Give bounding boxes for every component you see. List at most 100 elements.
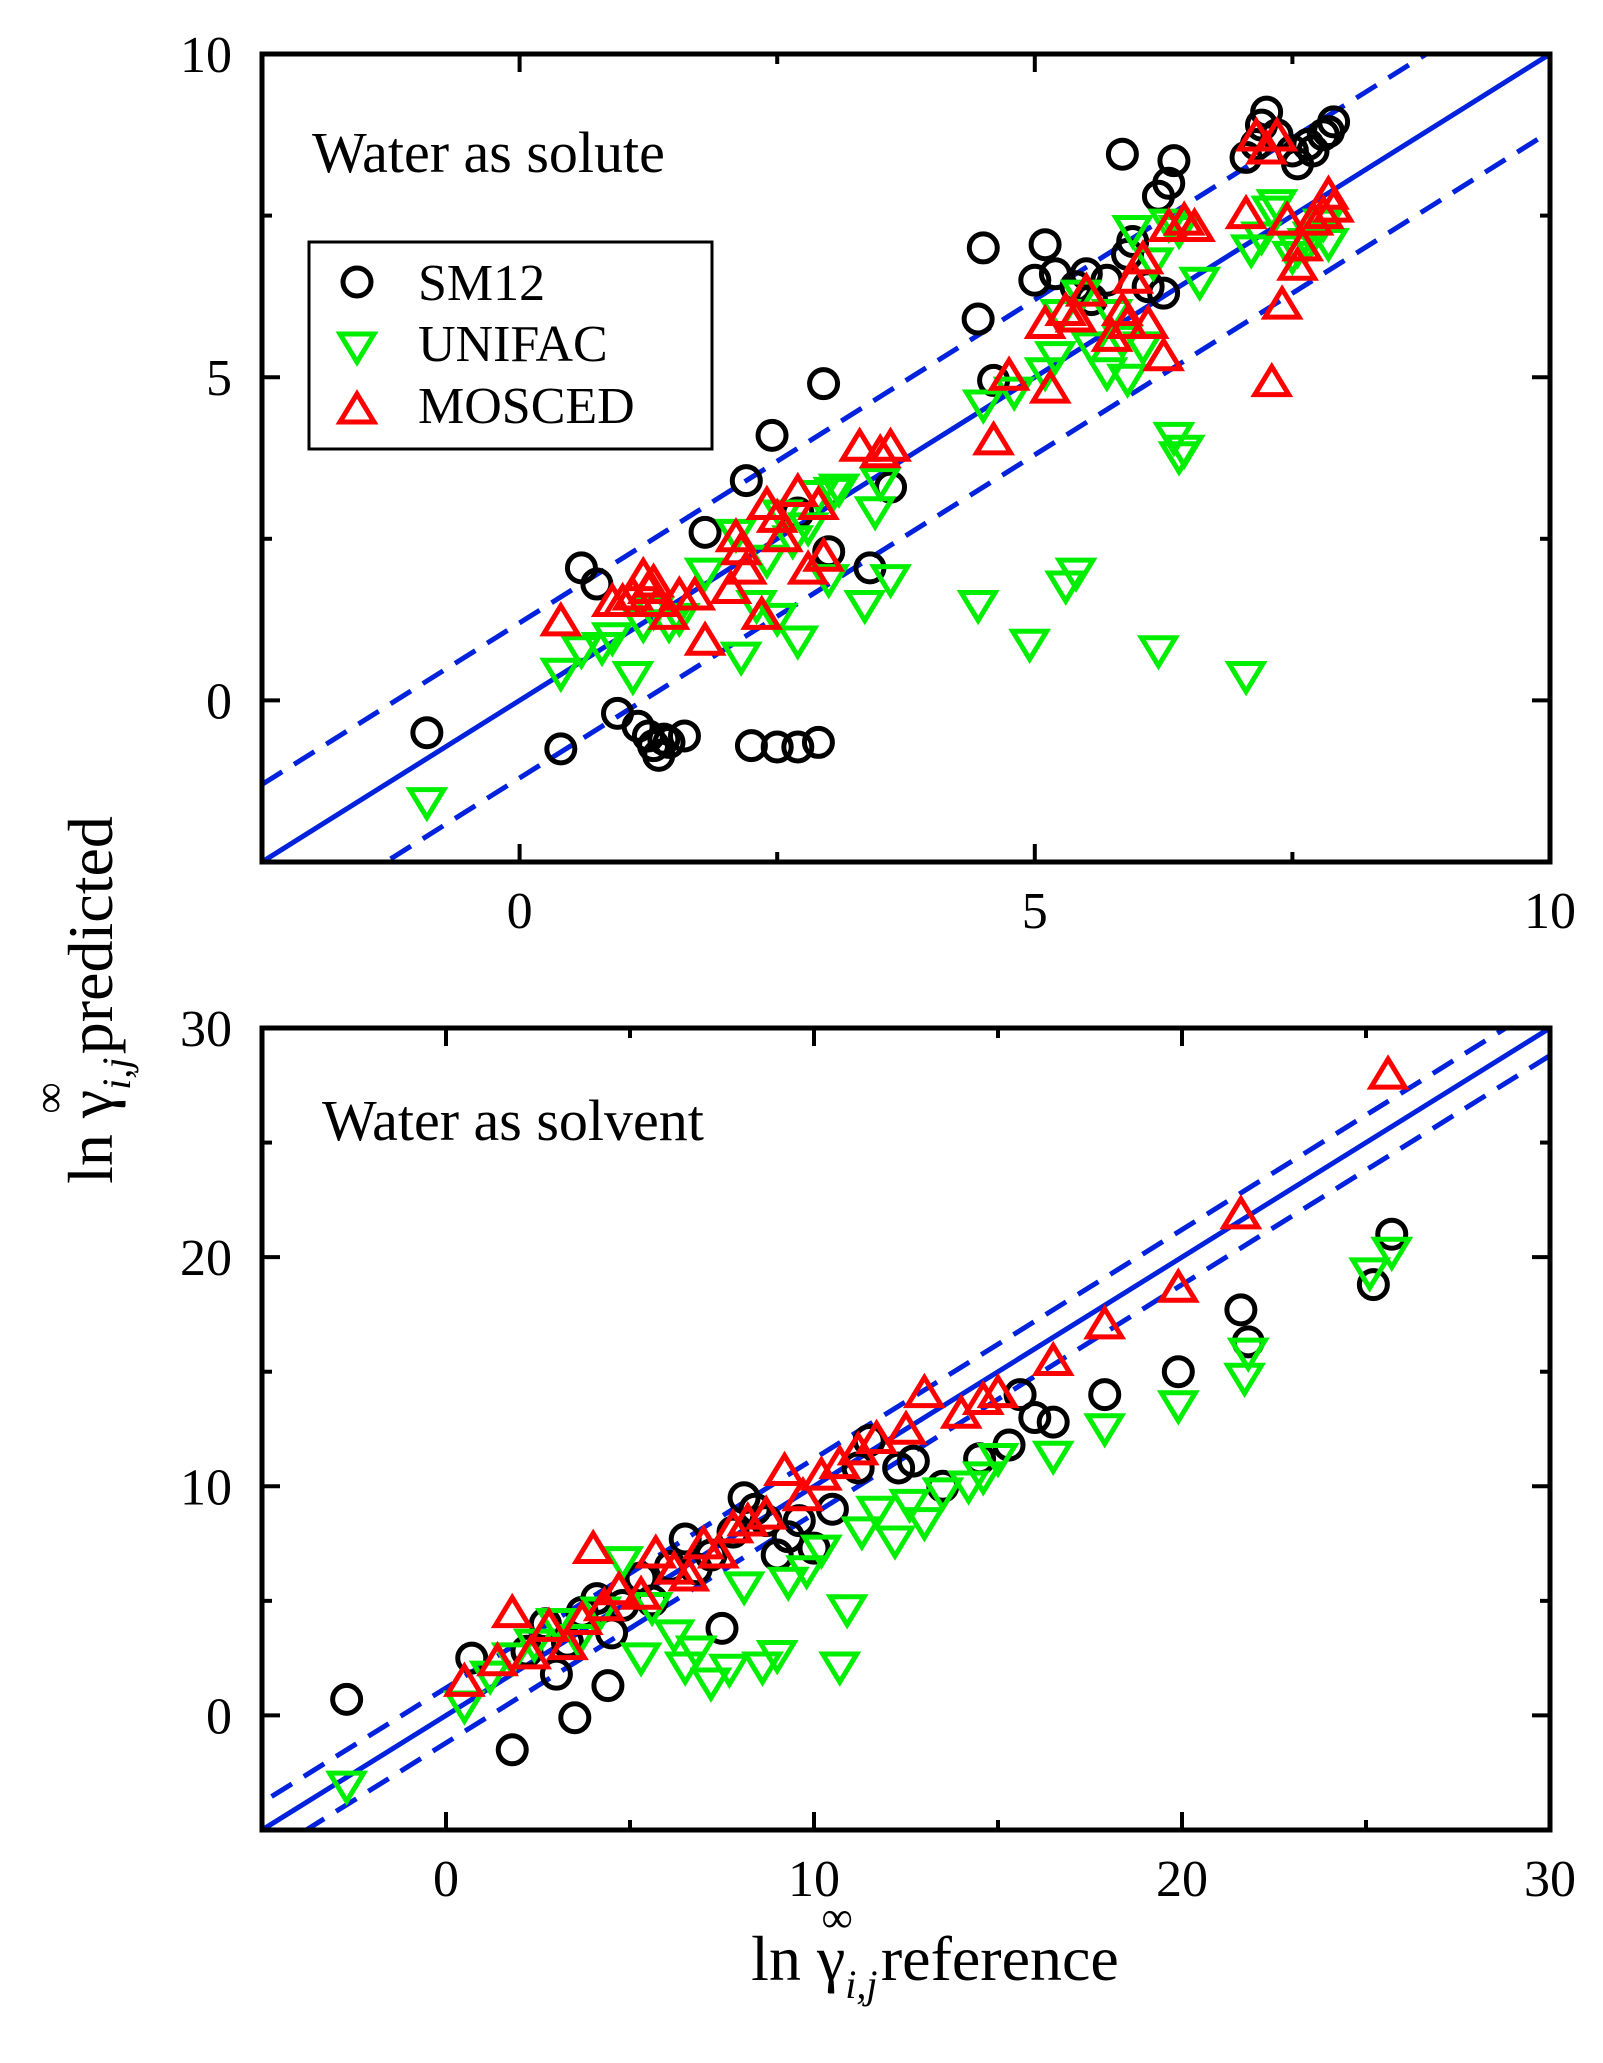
data-point-unifac — [468, 1660, 512, 1697]
y-tick-label: 30 — [180, 1001, 232, 1058]
data-point-unifac — [559, 635, 603, 671]
y-tick-label: 10 — [180, 1459, 232, 1516]
data-point-mosced — [1301, 193, 1345, 230]
data-point-unifac — [707, 1653, 751, 1690]
data-point-mosced — [1366, 1054, 1410, 1090]
data-point-unifac — [921, 1477, 965, 1513]
data-point-mosced — [961, 1379, 1005, 1416]
data-point-mosced — [740, 594, 784, 630]
data-point-mosced — [667, 1556, 711, 1592]
panel-title-top: Water as solute — [312, 120, 665, 185]
data-point-unifac — [1137, 635, 1180, 671]
data-point-mosced — [972, 420, 1016, 456]
data-point-mosced — [597, 1569, 641, 1606]
data-point-sm12 — [1116, 224, 1150, 258]
legend-label-sm12: SM12 — [418, 255, 545, 312]
data-point-unifac — [755, 602, 799, 639]
data-point-mosced — [902, 1372, 946, 1409]
data-point-sm12 — [1088, 1378, 1122, 1412]
data-point-sm12 — [455, 1641, 489, 1675]
data-point-sm12 — [896, 1444, 930, 1478]
x-tick-label: 0 — [507, 883, 533, 940]
reference-lines-bottom — [262, 1028, 1550, 1830]
data-point-mosced — [836, 1430, 880, 1466]
data-point-mosced — [1031, 1340, 1075, 1377]
plot-frame-bottom — [259, 1025, 1553, 1833]
data-point-mosced — [1106, 303, 1149, 339]
data-point-mosced — [1028, 368, 1072, 404]
reference-line-solid-0 — [262, 1028, 1550, 1830]
data-point-sm12 — [410, 716, 444, 750]
data-point-sm12 — [1036, 1405, 1070, 1439]
data-point-mosced — [1255, 116, 1299, 152]
data-point-mosced — [987, 355, 1031, 391]
data-point-sm12 — [1317, 105, 1351, 139]
y-tick-label: 10 — [180, 27, 232, 84]
data-point-mosced — [696, 1533, 740, 1569]
data-point-mosced — [763, 1450, 807, 1487]
data-point-sm12 — [1356, 1268, 1390, 1302]
y-tick-label: 0 — [206, 673, 232, 730]
data-point-unifac — [855, 1495, 899, 1532]
data-point-mosced — [869, 426, 912, 462]
data-point-unifac — [776, 625, 820, 661]
data-point-unifac — [590, 622, 634, 658]
data-point-unifac — [1370, 1236, 1414, 1273]
data-point-sm12 — [966, 231, 1000, 265]
data-point-sm12 — [961, 302, 995, 336]
legend-marker-unifac — [335, 331, 379, 367]
data-point-sm12 — [1157, 144, 1191, 178]
data-point-unifac — [1106, 363, 1149, 400]
data-point-mosced — [509, 1634, 553, 1670]
data-point-sm12 — [781, 730, 815, 764]
y-axis-label-suffix: predicted — [55, 816, 126, 1054]
data-point-mosced — [1260, 284, 1304, 320]
data-point-unifac — [843, 589, 887, 626]
data-point-mosced — [634, 1533, 678, 1569]
data-point-unifac — [755, 1640, 799, 1676]
data-point-unifac — [1224, 661, 1268, 697]
data-point-sm12 — [1028, 228, 1062, 262]
y-axis-label: ln γi,j ∞ predicted — [25, 816, 139, 1184]
data-point-unifac — [601, 1546, 645, 1582]
panel-water-as-solute: 0 5 10 0 5 10 Water as solute SM12 UNIFAC MOS… — [180, 27, 1576, 940]
x-tick-label: 20 — [1156, 1851, 1208, 1908]
data-point-sm12 — [1018, 263, 1052, 297]
data-point-mosced — [1173, 206, 1216, 243]
data-point-mosced — [799, 1455, 843, 1491]
data-point-unifac — [961, 389, 1005, 425]
data-point-mosced — [527, 1606, 571, 1642]
data-point-sm12 — [1152, 166, 1186, 200]
data-point-unifac — [799, 1534, 843, 1570]
data-points-top — [405, 95, 1356, 823]
data-point-sm12 — [495, 1733, 529, 1767]
data-points-bottom — [325, 1054, 1414, 1806]
data-point-unifac — [719, 641, 763, 677]
data-point-unifac — [1023, 357, 1067, 393]
x-tick-label: 30 — [1524, 1851, 1576, 1908]
data-point-unifac — [976, 1442, 1020, 1479]
data-point-sm12 — [1375, 1217, 1409, 1251]
data-point-mosced — [1126, 303, 1170, 339]
data-point-mosced — [545, 1624, 589, 1661]
data-point-sm12 — [797, 1531, 831, 1565]
data-point-unifac — [786, 512, 830, 548]
data-point-unifac — [1131, 247, 1175, 283]
data-point-unifac — [1033, 341, 1077, 377]
data-point-sm12 — [807, 367, 841, 401]
data-point-mosced — [1265, 200, 1309, 236]
y-tick-label: 0 — [206, 1688, 232, 1745]
legend-label-unifac: UNIFAC — [418, 316, 608, 373]
panel-title-bottom: Water as solvent — [322, 1088, 704, 1153]
data-point-mosced — [724, 549, 768, 585]
data-point-mosced — [1083, 1304, 1127, 1340]
data-point-unifac — [683, 557, 727, 593]
legend: SM12 UNIFAC MOSCED — [307, 240, 714, 451]
data-point-mosced — [976, 1372, 1020, 1409]
data-point-sm12 — [591, 1669, 625, 1703]
data-point-sm12 — [705, 1611, 739, 1645]
data-point-mosced — [1281, 226, 1325, 262]
data-point-unifac — [1054, 557, 1098, 593]
y-axis-label-prefix: ln γ — [55, 1090, 126, 1184]
legend-box — [307, 240, 714, 451]
